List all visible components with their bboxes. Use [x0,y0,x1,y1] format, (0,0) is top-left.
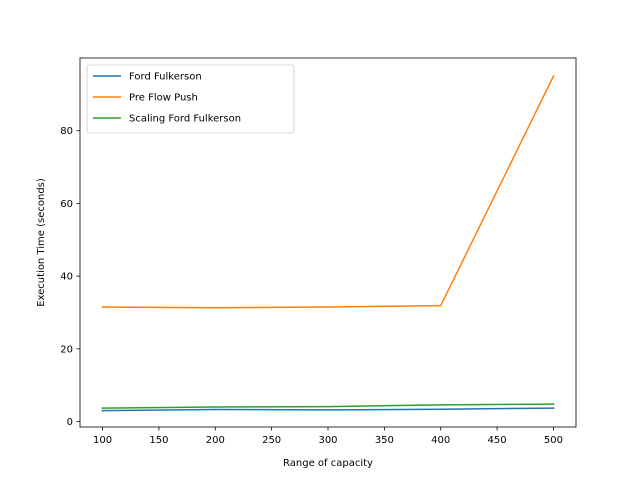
data-point [327,409,329,411]
legend-entry-2: Scaling Ford Fulkerson [129,114,241,125]
x-tick-label: 200 [206,435,225,446]
y-tick-label: 20 [60,344,73,355]
x-tick-label: 300 [318,435,337,446]
x-tick-label: 500 [544,435,563,446]
data-point [327,306,329,308]
series-lines [101,75,555,412]
x-tick-label: 450 [488,435,507,446]
legend: Ford Fulkerson Pre Flow Push Scaling Ford … [86,64,295,134]
data-point [552,75,555,77]
data-point [439,408,442,410]
y-tick-label: 0 [67,417,73,428]
data-point [552,403,555,405]
x-tick-label: 400 [431,435,450,446]
data-point [439,404,442,406]
legend-entry-1: Pre Flow Push [129,93,198,104]
data-point [101,409,104,412]
data-point [214,408,217,411]
data-point [101,407,104,409]
x-tick-label: 100 [93,435,112,446]
data-point [552,407,555,409]
data-point [439,304,442,307]
y-axis-label: Execution Time (seconds) [36,178,47,307]
y-axis-ticks: 0 20 40 60 80 [60,126,80,428]
y-tick-label: 80 [60,126,73,137]
x-axis-label: Range of capacity [283,458,373,469]
data-point [214,406,217,408]
x-tick-label: 250 [262,435,281,446]
y-tick-label: 60 [60,199,73,210]
legend-entry-0: Ford Fulkerson [129,72,202,83]
data-point [101,306,104,308]
x-axis-ticks: 100 150 200 250 300 350 400 450 500 [93,427,563,446]
legend-box [86,64,295,134]
x-tick-label: 150 [149,435,168,446]
y-tick-label: 40 [60,272,73,283]
data-point [327,405,329,408]
data-point [214,306,217,309]
x-tick-label: 350 [375,435,394,446]
